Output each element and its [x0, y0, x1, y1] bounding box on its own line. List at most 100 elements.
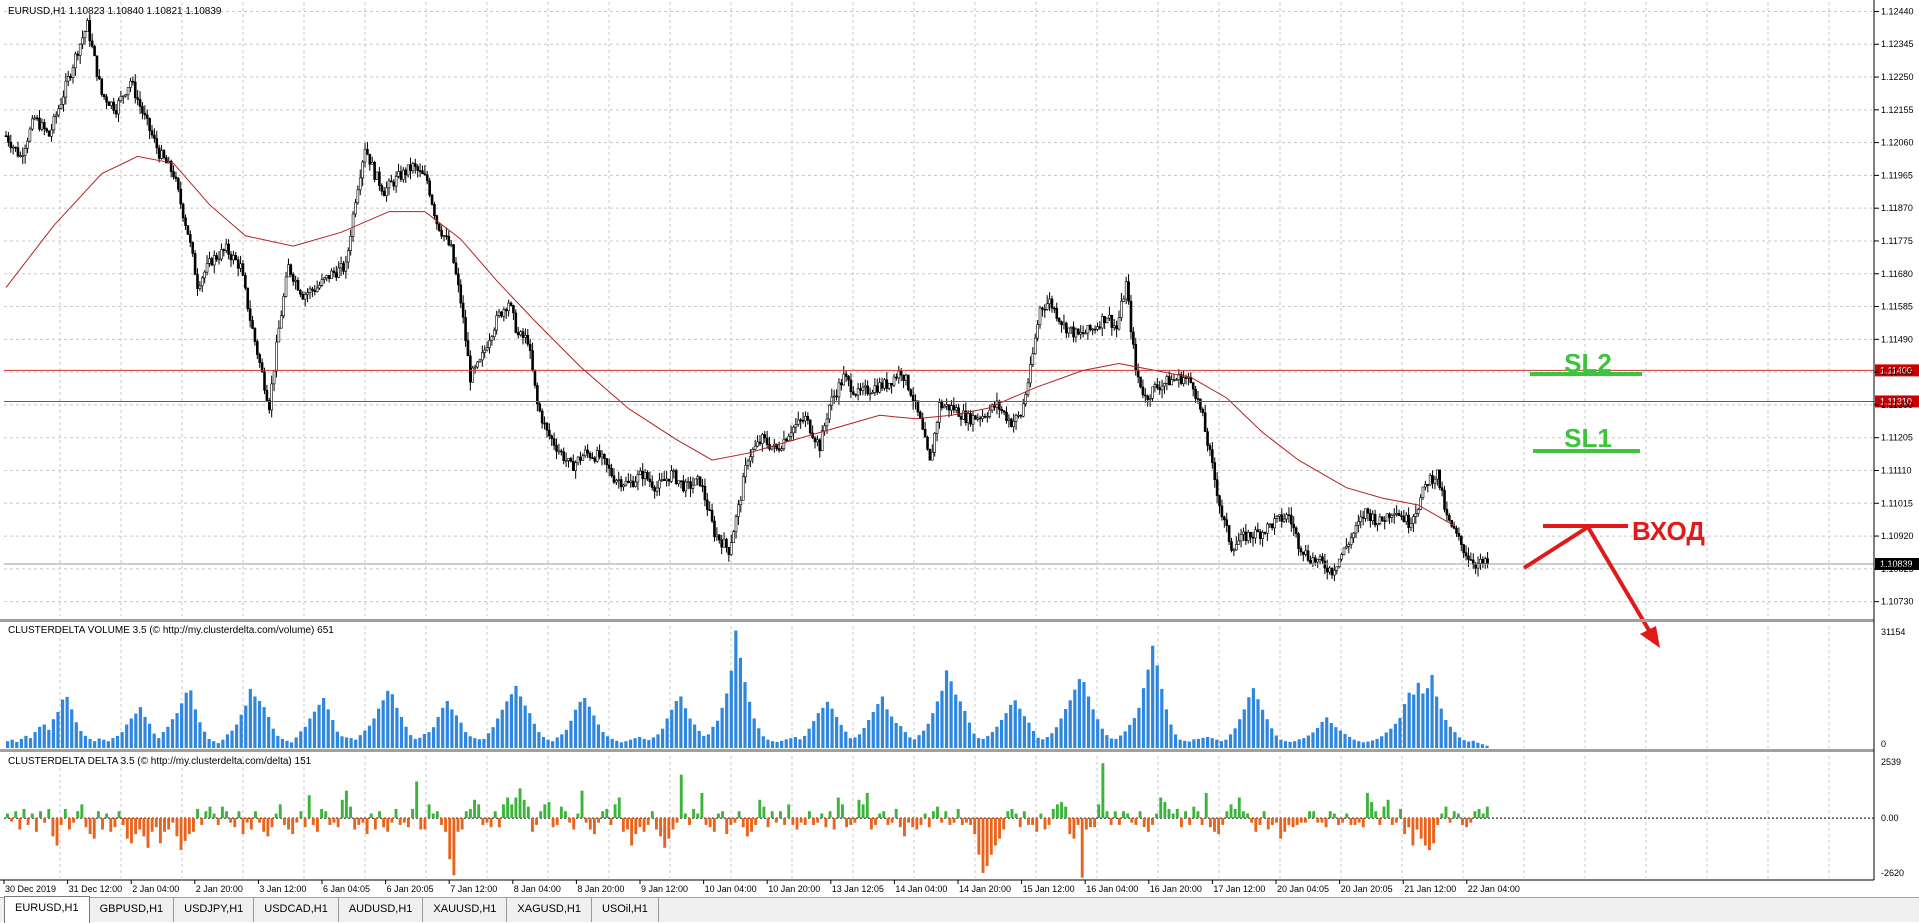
volume-bar	[679, 696, 683, 748]
candle-body	[1026, 382, 1030, 395]
candle-body	[160, 150, 163, 159]
delta-bar	[526, 806, 530, 819]
chart-canvas[interactable]: 31154 0 2539 0.00 -2620 1.11400 1.11310 1.108…	[0, 0, 1919, 897]
candle-body	[1112, 325, 1116, 328]
volume-bar	[935, 701, 939, 748]
symbol-tab[interactable]: USDJPY,H1	[174, 898, 255, 922]
symbol-tab[interactable]: GBPUSD,H1	[90, 898, 175, 922]
candle-body	[1048, 298, 1051, 305]
delta-bar	[274, 813, 278, 819]
candle-body	[789, 432, 793, 437]
volume-bar	[248, 688, 252, 748]
candle-body	[1077, 328, 1080, 335]
volume-bar	[106, 741, 110, 748]
candle-body	[196, 274, 199, 289]
volume-bar	[633, 738, 637, 748]
volume-bar	[10, 739, 14, 748]
candle-body	[52, 116, 56, 131]
delta-bar	[638, 818, 642, 828]
candle-body	[875, 385, 879, 393]
price-tick-label: 1.11300	[1881, 400, 1913, 410]
volume-bar	[212, 741, 216, 748]
volume-bar	[940, 690, 944, 748]
candle-body	[303, 294, 307, 300]
delta-bar	[1485, 806, 1489, 819]
candle-body	[1376, 523, 1379, 526]
candle-body	[1340, 554, 1343, 560]
time-tick-label: 2 Jan 04:00	[132, 884, 179, 894]
symbol-tab[interactable]: USOil,H1	[592, 898, 659, 922]
candle-body	[1321, 556, 1324, 562]
delta-bar	[564, 811, 567, 819]
volume-bar	[409, 735, 413, 748]
candle-body	[1397, 513, 1401, 517]
symbol-tab[interactable]: EURUSD,H1	[4, 896, 90, 923]
volume-bar	[404, 726, 408, 748]
candle-body	[796, 419, 800, 425]
candle-body	[1055, 307, 1059, 319]
delta-bar	[332, 818, 336, 823]
volume-bar	[638, 737, 642, 748]
delta-bar	[220, 806, 224, 819]
candle-body	[610, 468, 613, 477]
candle-body	[538, 403, 542, 412]
candle-body	[627, 480, 630, 483]
volume-bar	[500, 709, 504, 748]
candle-body	[521, 331, 525, 338]
delta-bar	[745, 818, 749, 837]
candle-body	[622, 484, 625, 488]
delta-bar	[382, 818, 386, 828]
candle-body	[1139, 376, 1142, 388]
candle-body	[698, 476, 702, 486]
candle-body	[1098, 326, 1102, 329]
symbol-tab[interactable]: XAGUSD,H1	[507, 898, 592, 922]
delta-bar	[105, 813, 109, 819]
candle-body	[1409, 523, 1413, 528]
volume-bar	[1109, 738, 1114, 748]
volume-bar	[1421, 693, 1425, 748]
candle-body	[260, 362, 264, 373]
volume-bar	[1141, 688, 1146, 748]
candle-body	[133, 81, 137, 99]
delta-bar	[311, 818, 315, 825]
volume-bar	[725, 693, 729, 748]
candle-body	[224, 243, 228, 251]
price-tick-label: 1.11205	[1881, 433, 1913, 443]
delta-bar	[663, 818, 667, 848]
delta-bar	[262, 818, 266, 832]
price-tick-label: 1.11110	[1881, 465, 1912, 475]
volume-bar	[138, 707, 143, 748]
candle-body	[339, 263, 343, 269]
delta-bar	[750, 818, 753, 832]
candle-body	[1428, 475, 1432, 486]
volume-bar	[780, 740, 784, 748]
candle-body	[615, 480, 618, 483]
candle-body	[411, 163, 415, 172]
symbol-tab[interactable]: USDCAD,H1	[254, 898, 339, 922]
volume-bar	[1123, 731, 1127, 748]
candle-body	[856, 388, 860, 396]
candle-body	[356, 189, 360, 204]
delta-bar	[944, 811, 948, 819]
candle-body	[897, 370, 901, 379]
delta-bar	[316, 818, 319, 832]
volume-bar	[1073, 689, 1077, 748]
candle-body	[4, 135, 8, 138]
candle-body	[105, 96, 108, 103]
volume-bar	[518, 696, 523, 748]
symbol-tab[interactable]: XAUUSD,H1	[423, 898, 508, 922]
candle-body	[871, 392, 874, 394]
candle-body	[808, 419, 812, 434]
volume-bar	[239, 714, 243, 748]
delta-bar	[452, 818, 456, 876]
price-tick-label: 1.12250	[1881, 72, 1914, 82]
candle-body	[1160, 385, 1164, 391]
candle-body	[1122, 298, 1126, 302]
delta-bar	[1006, 811, 1010, 819]
candle-body	[1299, 548, 1303, 553]
symbol-tab[interactable]: AUDUSD,H1	[339, 898, 424, 922]
candle-body	[947, 404, 951, 411]
volume-bar	[1265, 719, 1269, 748]
candle-body	[1041, 307, 1044, 310]
volume-bar	[340, 736, 344, 748]
